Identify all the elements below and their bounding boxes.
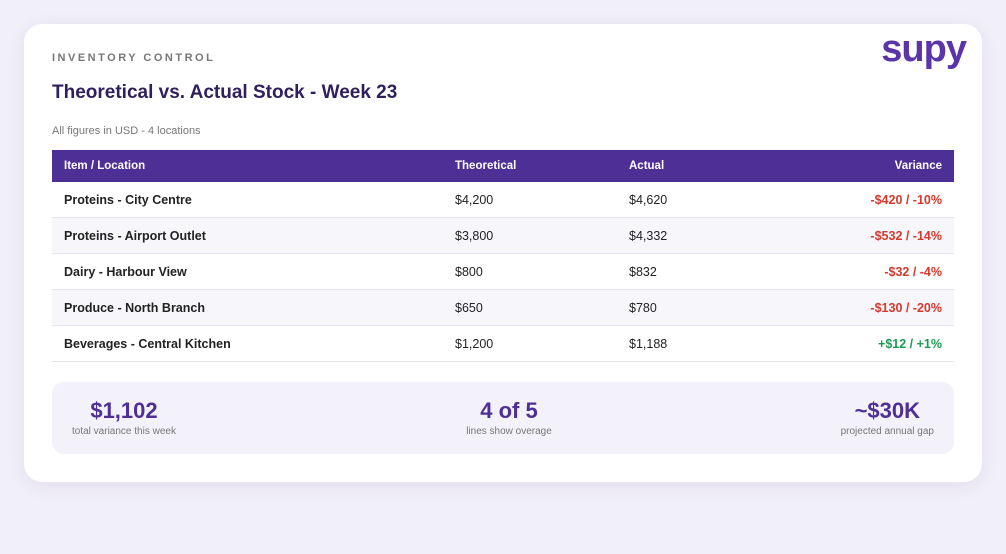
- column-header: Theoretical: [443, 150, 617, 182]
- subtitle: All figures in USD - 4 locations: [52, 125, 201, 137]
- column-header: Variance: [791, 150, 954, 182]
- table-cell: -$32 / -4%: [791, 253, 954, 290]
- stat-label: lines show overage: [466, 426, 552, 437]
- table-cell: $1,200: [443, 325, 617, 362]
- table: Item / Location Theoretical Actual Variance…: [52, 150, 954, 362]
- table-cell: $4,332: [617, 217, 791, 254]
- table-cell: -$130 / -20%: [791, 289, 954, 326]
- table-row: Proteins - City Centre $4,200 $4,620 -$420 …: [52, 182, 954, 218]
- summary: $1,102 total variance this week 4 of 5 line…: [52, 382, 954, 454]
- table-cell: Dairy - Harbour View: [52, 253, 443, 290]
- table-cell: +$12 / +1%: [791, 325, 954, 362]
- table-row: Proteins - Airport Outlet $3,800 $4,332 -$5…: [52, 217, 954, 254]
- logo: supy: [881, 28, 967, 70]
- table-cell: $3,800: [443, 217, 617, 254]
- table-cell: $4,200: [443, 182, 617, 218]
- table-cell: -$420 / -10%: [791, 182, 954, 218]
- table-cell: $650: [443, 289, 617, 326]
- table-row: Produce - North Branch $650 $780 -$130 / -2…: [52, 289, 954, 326]
- table-cell: Proteins - City Centre: [52, 182, 443, 218]
- stat-label: projected annual gap: [840, 426, 934, 437]
- table-cell: $4,620: [617, 182, 791, 218]
- stat-value: 4 of 5: [480, 398, 538, 423]
- table-cell: Beverages - Central Kitchen: [52, 325, 443, 362]
- column-header: Item / Location: [52, 150, 443, 182]
- stat: $1,102 total variance this week: [72, 398, 176, 437]
- table-cell: Produce - North Branch: [52, 289, 443, 326]
- stat-label: total variance this week: [72, 426, 176, 437]
- table-cell: $832: [617, 253, 791, 290]
- table-cell: $1,188: [617, 325, 791, 362]
- stat: ~$30K projected annual gap: [841, 398, 934, 437]
- column-header: Actual: [617, 150, 791, 182]
- table-cell: $780: [617, 289, 791, 326]
- table-cell: -$532 / -14%: [791, 217, 954, 254]
- stat: 4 of 5 lines show overage: [444, 398, 574, 437]
- table-row: Beverages - Central Kitchen $1,200 $1,188 +…: [52, 325, 954, 362]
- stat-value: ~$30K: [854, 398, 921, 423]
- title: Theoretical vs. Actual Stock - Week 23: [52, 82, 398, 103]
- card: INVENTORY CONTROL Theoretical vs. Actual…: [24, 24, 982, 482]
- stat-value: $1,102: [90, 398, 158, 423]
- eyebrow: INVENTORY CONTROL: [52, 52, 216, 64]
- table-cell: Proteins - Airport Outlet: [52, 217, 443, 254]
- table-row: Dairy - Harbour View $800 $832 -$32 / -4%: [52, 253, 954, 290]
- table-cell: $800: [443, 253, 617, 290]
